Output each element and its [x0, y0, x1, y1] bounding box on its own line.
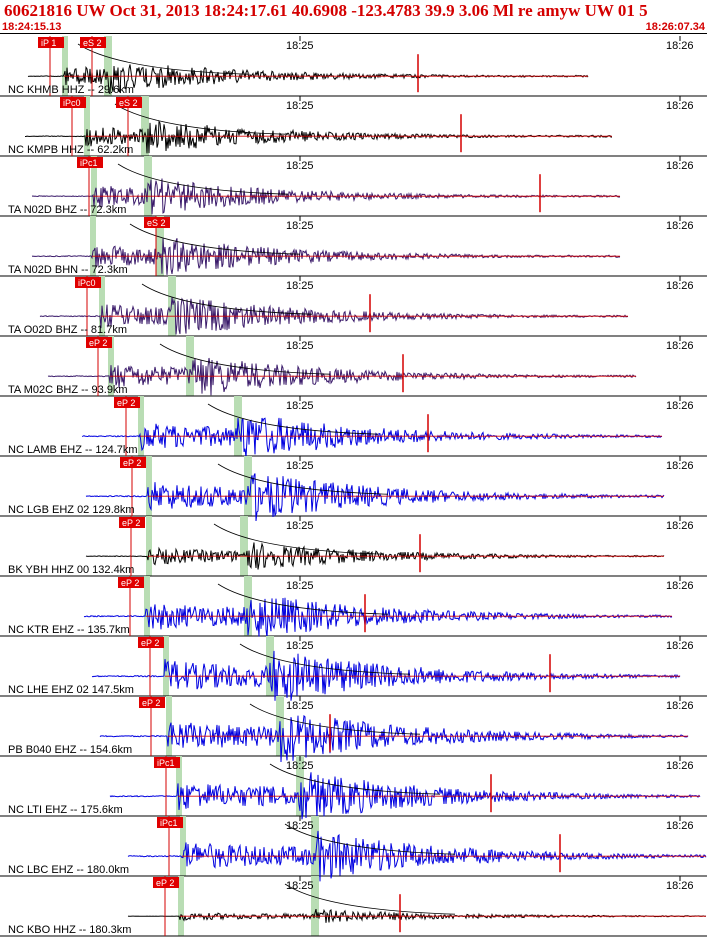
waveform: [100, 716, 688, 762]
minute-label: 18:26: [666, 520, 694, 532]
minute-label: 18:25: [286, 160, 314, 172]
minute-label: 18:25: [286, 280, 314, 292]
pick-label: iPc1: [80, 158, 98, 168]
trace-row: 18:25 18:26 eP 2 TA M02C BHZ -- 93.9km: [0, 336, 707, 396]
trace-row: 18:25 18:26 eP 2 BK YBH HHZ 00 132.4km: [0, 516, 707, 576]
minute-label: 18:25: [286, 760, 314, 772]
minute-label: 18:26: [666, 700, 694, 712]
station-label: NC KBO HHZ -- 180.3km: [8, 924, 131, 936]
minute-label: 18:26: [666, 460, 694, 472]
pick-label: eP 2: [89, 338, 107, 348]
station-label: NC KMPB HHZ -- 62.2km: [8, 144, 133, 156]
pick-label: iPc1: [157, 758, 175, 768]
station-label: NC LHE EHZ 02 147.5km: [8, 684, 134, 696]
minute-label: 18:25: [286, 220, 314, 232]
minute-label: 18:26: [666, 880, 694, 892]
pick-label: iP 1: [41, 38, 56, 48]
station-label: PB B040 EHZ -- 154.6km: [8, 744, 132, 756]
minute-label: 18:26: [666, 580, 694, 592]
trace-row: 18:25 18:26 eP 2 NC LAMB EHZ -- 124.7km: [0, 396, 707, 458]
minute-label: 18:25: [286, 640, 314, 652]
station-label: NC LBC EHZ -- 180.0km: [8, 864, 129, 876]
minute-label: 18:26: [666, 220, 694, 232]
minute-label: 18:26: [666, 820, 694, 832]
trace-row: 18:25 18:26 eP 2 NC LHE EHZ 02 147.5km: [0, 636, 707, 701]
station-label: NC LGB EHZ 02 129.8km: [8, 504, 135, 516]
pick-label: iPc0: [78, 278, 96, 288]
minute-label: 18:26: [666, 760, 694, 772]
minute-label: 18:25: [286, 100, 314, 112]
minute-label: 18:25: [286, 580, 314, 592]
station-label: TA N02D BHZ -- 72.3km: [8, 204, 126, 216]
trace-row: 18:25 18:26 iPc1 TA N02D BHZ -- 72.3km: [0, 156, 707, 216]
minute-label: 18:26: [666, 40, 694, 52]
minute-label: 18:25: [286, 880, 314, 892]
minute-label: 18:26: [666, 160, 694, 172]
station-label: TA N02D BHN -- 72.3km: [8, 264, 128, 276]
pick-label: eP 2: [117, 398, 135, 408]
station-label: TA M02C BHZ -- 93.9km: [8, 384, 128, 396]
minute-label: 18:25: [286, 40, 314, 52]
waveform: [82, 418, 662, 458]
s-velocity-band: [141, 96, 149, 156]
trace-row: 18:25 18:26 eP 2 PB B040 EHZ -- 154.6km: [0, 696, 707, 762]
trace-row: 18:25 18:26 iP 1 eS 2 NC KHMB HHZ -- 29.6km: [0, 36, 707, 96]
minute-label: 18:25: [286, 400, 314, 412]
trace-row: 18:25 18:26 iPc0 TA O02D BHZ -- 81.7km: [0, 276, 707, 336]
minute-label: 18:25: [286, 520, 314, 532]
minute-label: 18:25: [286, 700, 314, 712]
waveform: [86, 474, 664, 522]
s-velocity-band: [240, 516, 248, 576]
pick-label: eP 2: [122, 518, 140, 528]
pick-label: iPc0: [63, 98, 81, 108]
minute-label: 18:26: [666, 280, 694, 292]
station-label: NC KTR EHZ -- 135.7km: [8, 624, 130, 636]
minute-label: 18:26: [666, 400, 694, 412]
minute-label: 18:25: [286, 460, 314, 472]
pick-label: eS 2: [83, 38, 102, 48]
minute-label: 18:26: [666, 100, 694, 112]
minute-label: 18:26: [666, 340, 694, 352]
trace-row: 18:25 18:26 iPc0 eS 2 NC KMPB HHZ -- 62.2km: [0, 96, 707, 156]
station-label: NC LAMB EHZ -- 124.7km: [8, 444, 138, 456]
station-label: NC KHMB HHZ -- 29.6km: [8, 84, 134, 96]
station-label: BK YBH HHZ 00 132.4km: [8, 564, 134, 576]
trace-row: 18:25 18:26 eP 2 NC KBO HHZ -- 180.3km: [0, 876, 707, 936]
p-velocity-band: [146, 516, 152, 576]
trace-row: 18:25 18:26 iPc1 NC LTI EHZ -- 175.6km: [0, 756, 707, 819]
pick-label: eP 2: [121, 578, 139, 588]
pick-label: eS 2: [119, 98, 138, 108]
pick-label: eP 2: [141, 638, 159, 648]
trace-row: 18:25 18:26 iPc1 NC LBC EHZ -- 180.0km: [0, 816, 707, 881]
station-label: NC LTI EHZ -- 175.6km: [8, 804, 123, 816]
pick-label: eP 2: [142, 698, 160, 708]
trace-row: 18:25 18:26 eP 2 NC KTR EHZ -- 135.7km: [0, 576, 707, 638]
minute-label: 18:26: [666, 640, 694, 652]
trace-row: 18:25 18:26 eS 2 TA N02D BHN -- 72.3km: [0, 216, 707, 276]
pick-label: iPc1: [160, 818, 178, 828]
waveform: [84, 598, 672, 638]
pick-label: eP 2: [156, 878, 174, 888]
station-label: TA O02D BHZ -- 81.7km: [8, 324, 127, 336]
minute-label: 18:25: [286, 340, 314, 352]
pick-label: eS 2: [147, 218, 166, 228]
trace-row: 18:25 18:26 eP 2 NC LGB EHZ 02 129.8km: [0, 456, 707, 521]
pick-label: eP 2: [123, 458, 141, 468]
minute-label: 18:25: [286, 820, 314, 832]
